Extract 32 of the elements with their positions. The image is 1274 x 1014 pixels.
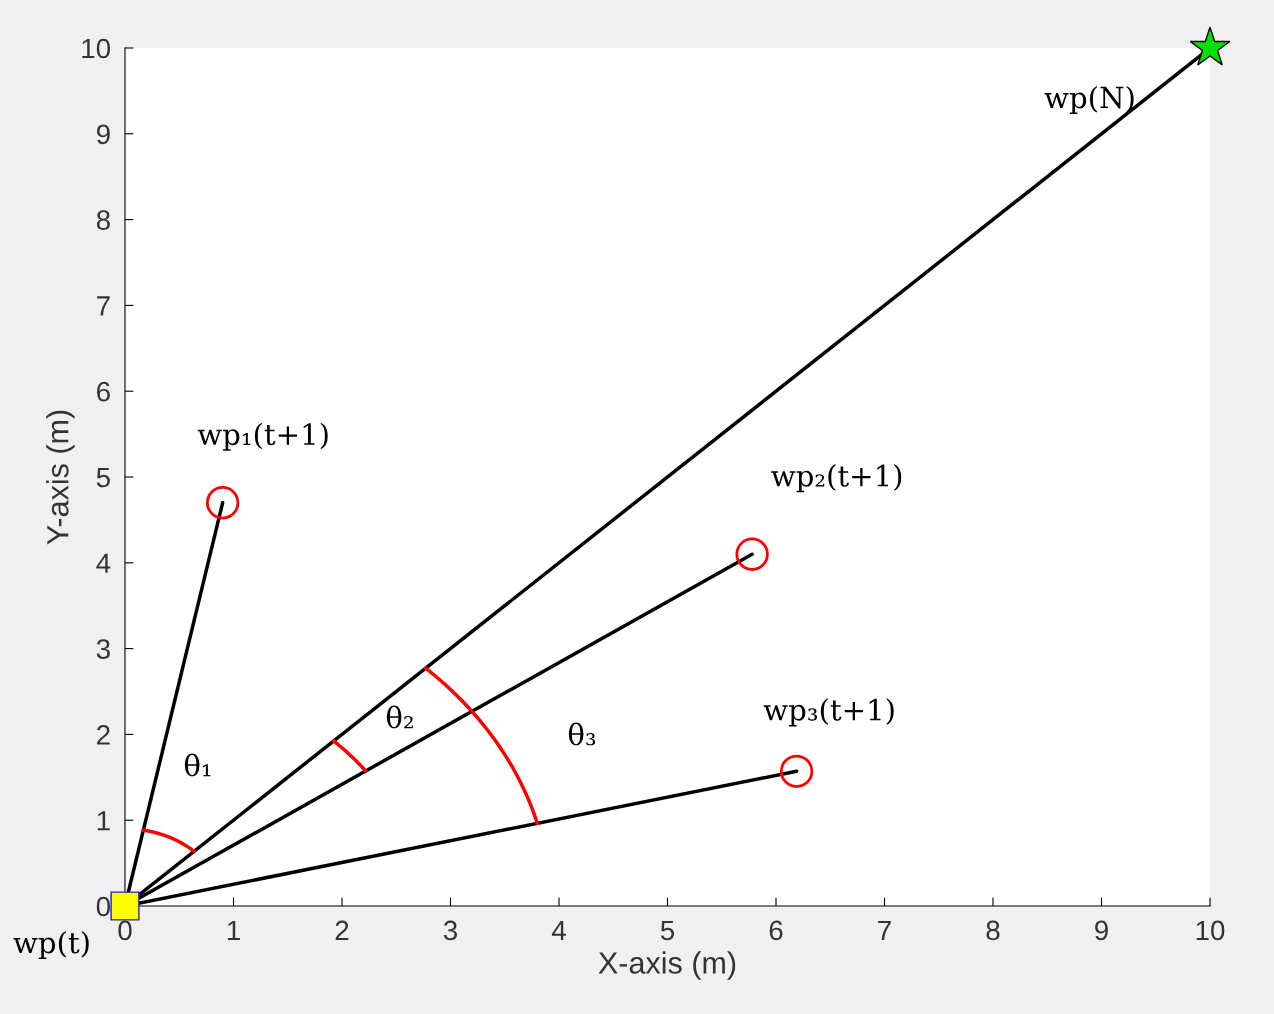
x-tick-label: 1 xyxy=(227,920,240,941)
annotation: θ₃ xyxy=(568,722,596,746)
x-tick-label: 4 xyxy=(551,920,566,941)
annotation: wp₃(t+1) xyxy=(763,698,894,727)
annotation: θ₁ xyxy=(184,753,211,777)
y-tick-label: 7 xyxy=(97,296,110,316)
x-axis-title: X-axis (m) xyxy=(598,951,736,980)
y-tick-label: 9 xyxy=(96,124,110,145)
annotation: wp(N) xyxy=(1044,85,1134,115)
y-tick-label: 3 xyxy=(96,639,110,659)
y-tick-label: 0 xyxy=(96,896,111,917)
x-tick-label: 9 xyxy=(1095,920,1108,941)
y-tick-label: 10 xyxy=(82,38,111,59)
annotation: θ₂ xyxy=(386,705,413,729)
y-axis-title: Y-axis (m) xyxy=(46,410,75,545)
y-tick-label: 8 xyxy=(96,210,110,230)
annotation: wp₁(t+1) xyxy=(197,422,328,451)
x-tick-label: 6 xyxy=(769,920,783,941)
x-tick-label: 2 xyxy=(335,920,349,941)
y-tick-label: 2 xyxy=(97,725,110,745)
x-tick-label: 0 xyxy=(118,920,132,941)
x-tick-label: 3 xyxy=(443,920,457,941)
x-tick-label: 8 xyxy=(986,920,1000,941)
x-tick-label: 10 xyxy=(1196,920,1225,941)
x-tick-label: 7 xyxy=(878,920,891,941)
y-tick-label: 5 xyxy=(96,467,110,488)
x-tick-label: 5 xyxy=(660,920,675,941)
y-tick-label: 1 xyxy=(97,811,110,831)
y-tick-label: 4 xyxy=(96,553,111,573)
y-tick-label: 6 xyxy=(97,381,110,402)
text: wp(t) xyxy=(13,930,89,960)
annotation: wp₂(t+1) xyxy=(771,464,902,493)
